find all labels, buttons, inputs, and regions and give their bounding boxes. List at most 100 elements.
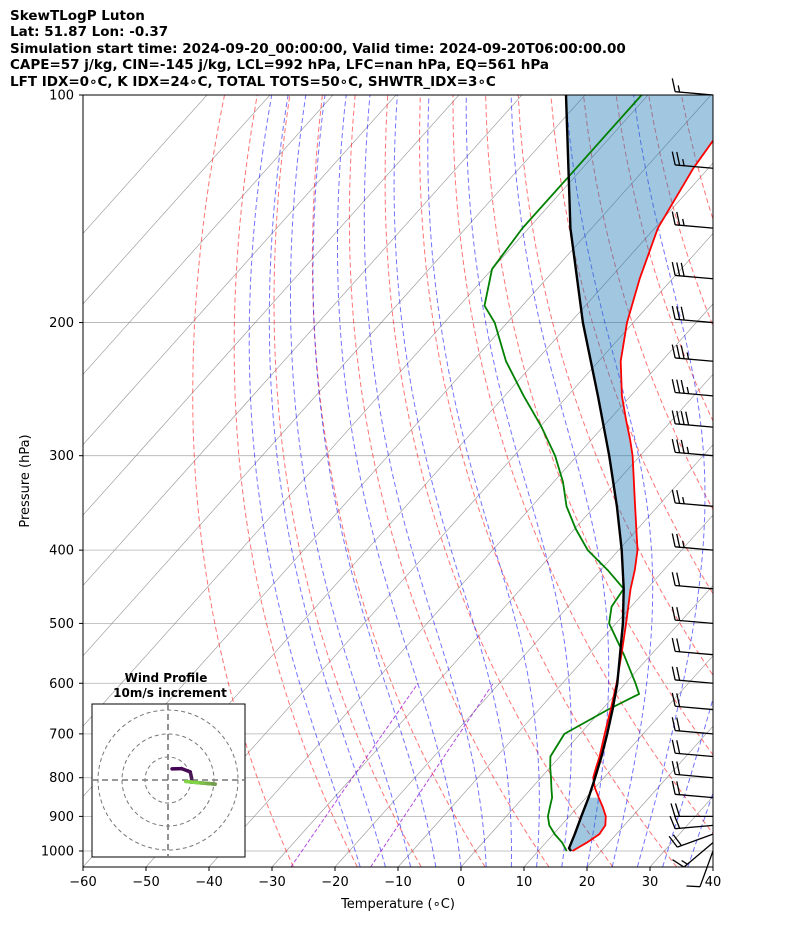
hodograph-trace-segment xyxy=(183,779,200,785)
axes: −60 −50 −40 −30 −20 −10 0 10 20 30 40 1000 900 800 700… xyxy=(41,89,721,891)
moist-adiabat xyxy=(565,95,654,867)
isotherm xyxy=(83,95,334,375)
wind-barb xyxy=(671,666,714,684)
wind-barb-feather xyxy=(669,815,676,829)
wind-barb-feather xyxy=(671,606,676,621)
x-tick-label: −40 xyxy=(195,875,222,890)
isotherm xyxy=(334,444,713,867)
wind-barb xyxy=(671,211,714,229)
title-location: Lat: 51.87 Lon: -0.37 xyxy=(10,24,169,41)
wind-barb-feather xyxy=(671,780,676,795)
isotherm xyxy=(397,514,713,867)
x-tick-label: −10 xyxy=(384,875,411,890)
x-tick-label: 10 xyxy=(516,875,533,890)
wind-barb-feather xyxy=(671,572,676,586)
profile-lines xyxy=(483,95,713,852)
wind-barb-half-feather xyxy=(677,85,681,93)
x-tick-label: −60 xyxy=(69,875,96,890)
wind-barb-feather xyxy=(671,305,676,320)
dry-adiabat xyxy=(233,95,358,867)
isotherm xyxy=(145,233,713,867)
wind-barb-feather xyxy=(671,211,676,225)
wind-barb xyxy=(671,572,714,590)
hodograph-title: Wind Profile xyxy=(125,671,208,685)
wind-barb-half-feather xyxy=(682,540,685,548)
wind-barb xyxy=(671,438,714,457)
dry-adiabat xyxy=(192,95,294,867)
wind-barb-half-feather xyxy=(686,352,690,360)
wind-barb-shaft xyxy=(675,423,714,428)
wind-barb xyxy=(671,692,714,711)
wind-barb xyxy=(671,489,714,507)
x-tick-label: −50 xyxy=(132,875,159,890)
wind-barb-shaft xyxy=(699,850,714,887)
wind-barb-shaft xyxy=(675,729,714,735)
wind-barb-shaft xyxy=(675,584,714,590)
mixing-ratio-line xyxy=(370,683,494,867)
wind-barb xyxy=(671,379,714,397)
moist-adiabat xyxy=(427,95,540,867)
isotherm xyxy=(208,303,713,867)
x-tick-label: −30 xyxy=(258,875,285,890)
cin-shading xyxy=(566,95,713,658)
wind-barb xyxy=(670,803,713,818)
wind-barb-feather xyxy=(676,717,681,732)
wind-barb-shaft xyxy=(675,357,714,362)
wind-barb-half-feather xyxy=(686,386,690,394)
moist-adiabat xyxy=(687,791,713,867)
moist-adiabat xyxy=(510,95,610,867)
dry-adiabat xyxy=(714,95,794,867)
wind-barb xyxy=(671,717,714,735)
y-tick-label: 1000 xyxy=(41,844,74,859)
wind-barb-feather xyxy=(674,803,681,817)
x-tick-label: −20 xyxy=(321,875,348,890)
wind-barb-feather xyxy=(671,489,676,504)
y-tick-label: 800 xyxy=(49,771,74,786)
moist-adiabat xyxy=(312,95,437,867)
hodograph-subtitle: 10m/s increment xyxy=(113,686,227,700)
wind-barb-half-feather xyxy=(682,158,685,166)
wind-barb-shaft xyxy=(675,752,714,758)
wind-barb xyxy=(671,151,714,169)
isotherm xyxy=(83,95,523,586)
isotherm xyxy=(83,95,271,305)
dry-adiabat xyxy=(485,95,713,756)
wind-barb-feather xyxy=(676,607,681,621)
y-axis-title: Pressure (hPa) xyxy=(18,434,33,527)
y-tick-label: 100 xyxy=(49,89,74,104)
isotherm xyxy=(649,796,713,867)
moist-adiabat xyxy=(712,865,713,867)
wind-barb xyxy=(671,78,714,96)
title-indices-cape: CAPE=57 j/kg, CIN=-145 j/kg, LCL=992 hPa… xyxy=(10,57,550,74)
wind-barb-shaft xyxy=(675,824,714,830)
moist-adiabat xyxy=(248,95,361,867)
wind-barb-feather xyxy=(672,859,685,868)
isotherm xyxy=(83,95,460,516)
wind-barb-feather xyxy=(671,379,676,393)
wind-barb-feather xyxy=(676,410,681,425)
wind-barb-feather xyxy=(676,211,681,226)
moist-adiabat xyxy=(662,696,713,867)
wind-barb-feather xyxy=(671,410,676,424)
moist-adiabat xyxy=(465,95,572,867)
wind-barb-feather xyxy=(671,637,676,652)
wind-barb-feather xyxy=(685,411,690,426)
wind-barb xyxy=(671,780,714,799)
dry-adiabat xyxy=(311,95,486,867)
wind-barb-shaft xyxy=(675,318,714,324)
y-tick-label: 900 xyxy=(49,810,74,825)
y-tick-label: 400 xyxy=(49,544,74,559)
dry-adiabat xyxy=(747,95,794,867)
temperature-line xyxy=(571,139,713,852)
wind-barb-feather xyxy=(676,344,681,359)
wind-barb-feather xyxy=(676,533,681,548)
wind-barb xyxy=(672,842,714,868)
wind-barb-feather xyxy=(676,761,681,775)
y-tick-label: 300 xyxy=(49,449,74,464)
wind-barb-feather xyxy=(676,666,681,681)
wind-barb-feather xyxy=(671,533,676,547)
dry-adiabat xyxy=(452,95,713,835)
wind-barb-feather xyxy=(676,262,681,276)
wind-barb-feather xyxy=(676,151,681,166)
